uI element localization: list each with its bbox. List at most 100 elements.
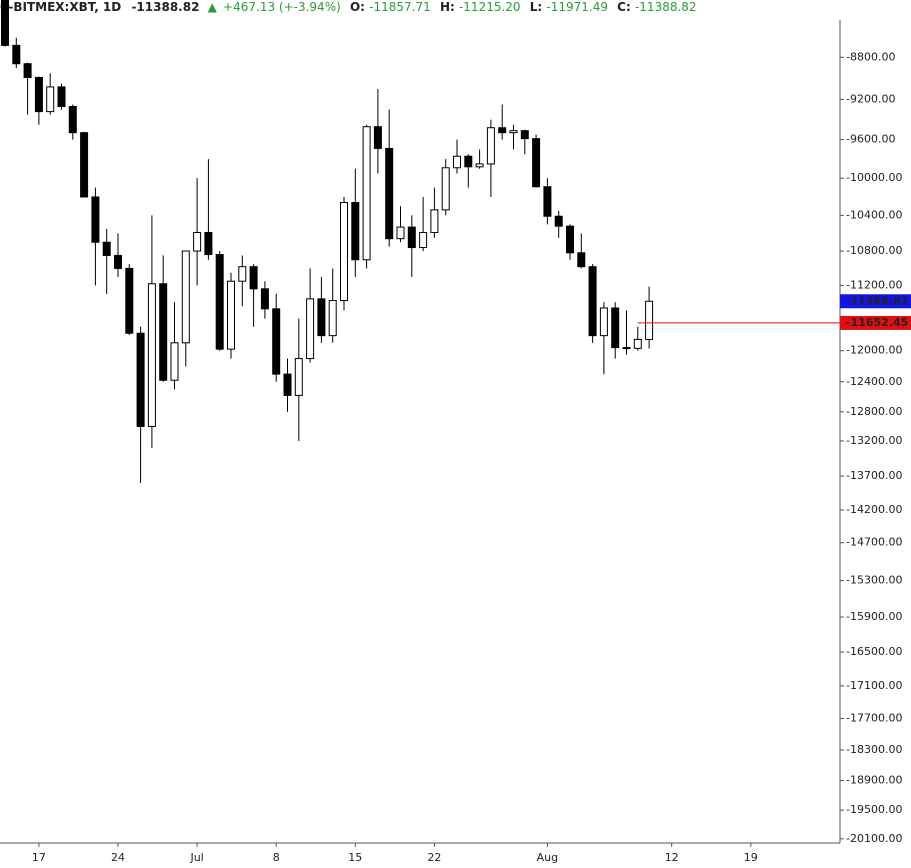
x-tick-label: 22 [427,851,441,864]
price-label: -11652.45 [846,316,908,329]
candle-body [340,202,348,302]
candle-body [57,86,66,108]
candle-body [577,252,586,268]
y-tick-label: -13700.00 [846,469,902,482]
candle-body [453,155,461,169]
candle-body [102,241,111,256]
close-value: -11388.82 [635,0,697,14]
candle-body [622,347,631,350]
header: 0-BITMEX:XBT, 1D -11388.82 ▲ +467.13 (+-… [0,0,697,14]
y-tick-label: -8800.00 [846,50,895,63]
price-box [840,315,911,330]
last-price: -11388.82 [131,0,199,14]
y-tick-label: -12800.00 [846,405,902,418]
candle-body [611,307,620,349]
candle-body [373,126,382,149]
candle-body [475,163,484,168]
y-tick-label: -13200.00 [846,434,902,447]
y-tick-label: -18900.00 [846,774,902,787]
candle-body [272,308,281,375]
candle-body [181,250,190,344]
candle-body [362,126,371,261]
candle-body [486,127,495,165]
x-tick-label: 15 [348,851,362,864]
y-tick-label: -12000.00 [846,344,902,357]
candle-body [34,76,43,113]
candle-body [317,298,326,337]
candle-body [520,130,529,140]
candle-body [566,225,574,254]
candle-body [554,215,563,227]
y-tick-label: -10800.00 [846,244,902,257]
x-tick-label: 17 [32,851,46,864]
price-label: -11388.82 [846,294,908,307]
candle-body [159,283,168,381]
candle-body [294,358,303,396]
y-tick-label: -10000.00 [846,171,902,184]
x-tick-label: 12 [665,851,679,864]
candle-body [1,0,9,46]
symbol: 0-BITMEX:XBT, 1D [0,0,121,14]
candle-body [91,196,100,243]
candle-body [170,342,179,381]
candle-body [430,209,439,233]
candle-body [193,231,202,252]
low-label: L: [530,0,542,14]
candle-body [532,138,541,188]
open-value: -11857.71 [369,0,431,14]
candle-body [80,132,89,198]
change-arrow: ▲ [208,0,218,14]
candle-body [385,147,394,240]
y-tick-label: -18300.00 [846,743,902,756]
candle-body [238,266,247,282]
close-label: C: [617,0,631,14]
open-label: O: [350,0,365,14]
candle-body [441,167,450,211]
candle-body [249,266,258,290]
candle-body [543,186,552,217]
candle-body [260,288,269,310]
y-tick-label: -10400.00 [846,208,902,221]
candle-body [147,283,156,427]
candle-body [396,226,405,240]
y-tick-label: -19500.00 [846,803,902,816]
candle-body [588,266,597,337]
y-tick-label: -17700.00 [846,711,902,724]
candle-body [645,300,654,340]
candle-body [46,86,55,113]
y-tick-label: -14700.00 [846,536,902,549]
y-tick-label: -15900.00 [846,610,902,623]
candle-body [68,106,77,134]
low-value: -11971.49 [546,0,608,14]
candle-body [351,202,360,261]
y-tick-label: -17100.00 [846,679,902,692]
candle-body [23,63,32,78]
x-tick-label: Jul [189,851,203,864]
x-tick-label: Aug [537,851,558,864]
candle-body [464,155,473,168]
y-tick-label: -16500.00 [846,645,902,658]
candle-body [498,127,507,134]
candle-body [328,300,337,337]
candle-body [12,44,21,65]
candle-body [407,226,416,249]
y-tick-label: -14200.00 [846,503,902,516]
candle-body [227,280,235,350]
x-tick-label: 8 [273,851,280,864]
change: +467.13 (+-3.94%) [223,0,341,14]
high-value: -11215.20 [459,0,521,14]
y-tick-label: -9600.00 [846,133,895,146]
y-tick-label: -15300.00 [846,574,902,587]
candle-body [509,130,518,134]
candle-body [204,231,213,256]
price-box [840,294,911,309]
candle-body [419,231,428,249]
candle-body [114,254,122,269]
y-tick-label: -9200.00 [846,92,895,105]
y-tick-label: -20100.00 [846,832,902,845]
candle-body [599,307,608,337]
y-tick-label: -12400.00 [846,375,902,388]
candle-body [283,373,292,396]
y-tick-label: -11200.00 [846,278,902,291]
